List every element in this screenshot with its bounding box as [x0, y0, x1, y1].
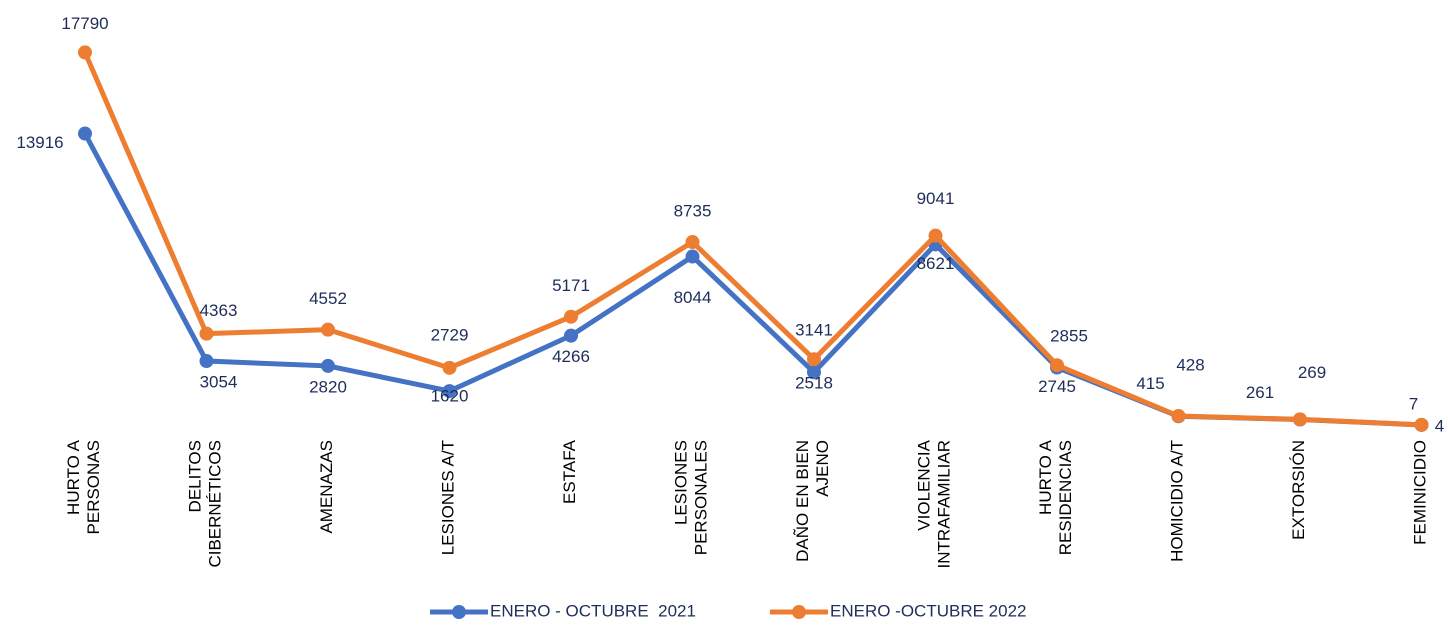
data-point: [685, 249, 700, 264]
x-tick-label: FEMINICIDIO: [1411, 440, 1430, 545]
data-label: 17790: [61, 14, 108, 33]
data-point: [78, 126, 92, 141]
data-label: 428: [1176, 356, 1204, 375]
legend-label: ENERO - OCTUBRE 2021: [490, 601, 696, 620]
x-tick-label: ESTAFA: [560, 439, 579, 504]
data-point: [442, 360, 457, 375]
x-tick-label: LESIONES A/T: [439, 440, 458, 555]
data-point: [1414, 417, 1429, 432]
data-label: 1620: [431, 387, 469, 406]
data-point: [1171, 409, 1186, 424]
data-label: 2745: [1038, 377, 1076, 396]
data-label: 9041: [917, 189, 955, 208]
data-label: 261: [1246, 383, 1274, 402]
x-tick-label: EXTORSIÓN: [1289, 440, 1308, 540]
data-point: [199, 326, 214, 341]
x-tick-label: HURTO APERSONAS: [64, 439, 103, 534]
x-tick-label: HURTO ARESIDENCIAS: [1036, 439, 1075, 555]
data-label: 7: [1409, 394, 1418, 413]
data-label: 5171: [552, 276, 590, 295]
x-tick-label: VIOLENCIAINTRAFAMILIAR: [915, 439, 954, 568]
data-label: 415: [1136, 374, 1164, 393]
data-label: 2820: [309, 377, 347, 396]
data-label: 4552: [309, 289, 347, 308]
series-line: [82, 132, 1422, 428]
series-line: [82, 51, 1422, 428]
data-point: [685, 235, 700, 250]
data-label: 2518: [795, 374, 833, 393]
x-tick-label: HOMICIDIO A/T: [1168, 440, 1187, 562]
data-point: [564, 309, 578, 324]
data-label: 4: [1435, 416, 1444, 435]
data-point: [928, 228, 943, 243]
x-tick-label: AMENAZAS: [317, 440, 336, 534]
data-label: 3054: [200, 373, 238, 392]
data-label: 2729: [431, 325, 469, 344]
data-point: [199, 354, 214, 369]
x-tick-label: LESIONESPERSONALES: [672, 440, 711, 555]
x-tick-label: DELITOSCIBERNÉTICOS: [186, 440, 225, 568]
legend-marker: [792, 605, 806, 619]
data-label: 4266: [552, 347, 590, 366]
data-point: [321, 322, 335, 337]
data-point: [564, 328, 578, 343]
data-label: 13916: [16, 133, 63, 152]
data-label: 8621: [917, 254, 955, 273]
data-label: 8735: [674, 202, 712, 221]
data-point: [1293, 412, 1307, 427]
data-label: 2855: [1050, 327, 1088, 346]
data-label: 8044: [674, 288, 712, 307]
legend-label: ENERO -OCTUBRE 2022: [830, 601, 1027, 620]
x-tick-label: DAÑO EN BIENAJENO: [793, 440, 832, 562]
legend-marker: [452, 605, 466, 619]
data-point: [442, 384, 457, 399]
data-label: 3141: [795, 321, 833, 340]
data-point: [321, 358, 335, 373]
data-point: [807, 365, 821, 380]
data-label: 4363: [200, 301, 238, 320]
data-point: [78, 45, 92, 60]
data-point: [1050, 358, 1064, 373]
data-label: 269: [1298, 363, 1326, 382]
data-point: [807, 352, 821, 367]
